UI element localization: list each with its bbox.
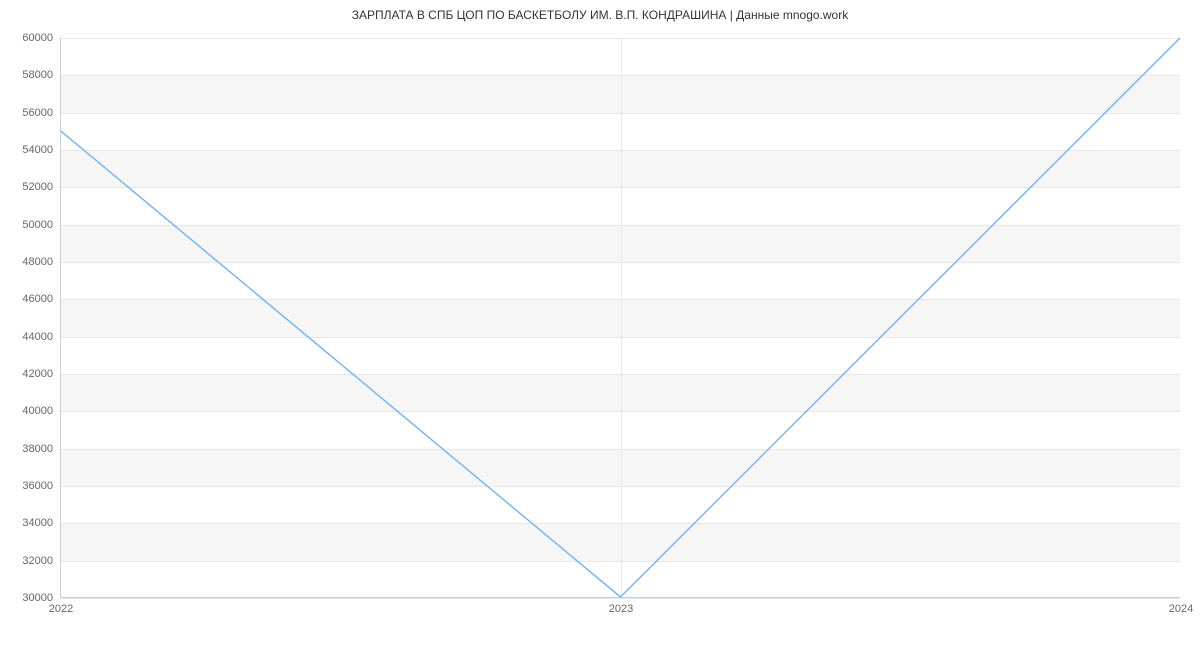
y-tick-label: 34000 xyxy=(22,517,53,529)
y-tick-label: 40000 xyxy=(22,405,53,417)
y-tick-label: 32000 xyxy=(22,555,53,567)
y-tick-label: 52000 xyxy=(22,181,53,193)
chart-title: ЗАРПЛАТА В СПБ ЦОП ПО БАСКЕТБОЛУ ИМ. В.П… xyxy=(0,8,1200,22)
y-tick-label: 56000 xyxy=(22,107,53,119)
plot-area: 3000032000340003600038000400004200044000… xyxy=(60,38,1180,598)
y-tick-label: 50000 xyxy=(22,219,53,231)
x-tick-label: 2024 xyxy=(1169,603,1193,615)
y-tick-label: 42000 xyxy=(22,368,53,380)
y-tick-label: 54000 xyxy=(22,144,53,156)
y-tick-label: 44000 xyxy=(22,331,53,343)
line-series xyxy=(61,38,1180,597)
y-tick-label: 46000 xyxy=(22,293,53,305)
y-tick-label: 60000 xyxy=(22,32,53,44)
y-tick-label: 58000 xyxy=(22,69,53,81)
series-line-salary xyxy=(61,38,1180,597)
y-tick-label: 48000 xyxy=(22,256,53,268)
x-tick-label: 2023 xyxy=(609,603,633,615)
y-tick-label: 36000 xyxy=(22,480,53,492)
x-tick-label: 2022 xyxy=(49,603,73,615)
salary-line-chart: ЗАРПЛАТА В СПБ ЦОП ПО БАСКЕТБОЛУ ИМ. В.П… xyxy=(0,0,1200,650)
gridline-horizontal xyxy=(61,598,1180,599)
y-tick-label: 38000 xyxy=(22,443,53,455)
